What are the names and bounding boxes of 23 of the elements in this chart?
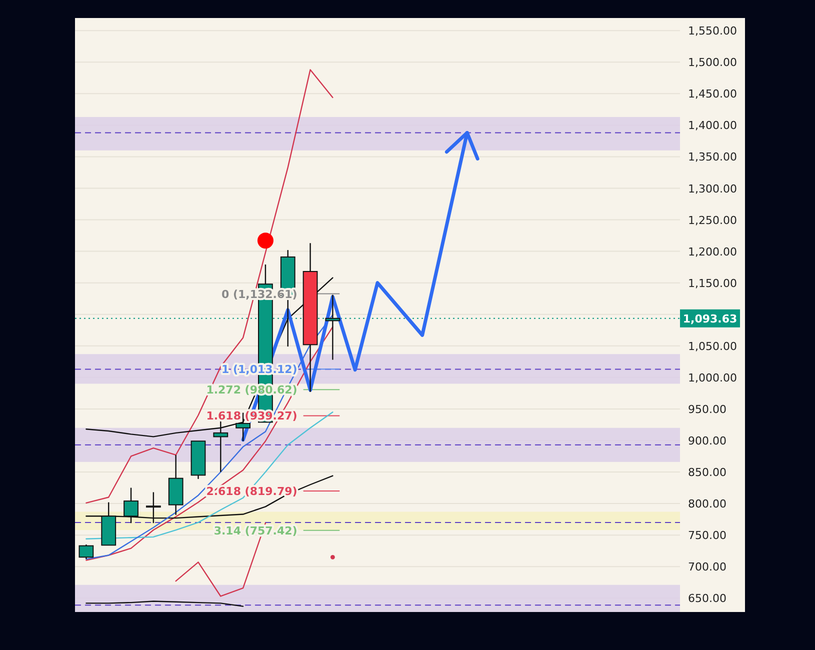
- y-tick-label: 650.00: [688, 592, 726, 606]
- candlestick: [78, 544, 94, 560]
- y-tick-label: 700.00: [688, 560, 726, 574]
- ref-line-label: 1,093.63: [682, 312, 738, 326]
- y-tick-label: 1,550.00: [688, 24, 737, 38]
- y-tick-label: 750.00: [688, 529, 726, 542]
- y-tick-label: 1,300.00: [688, 182, 737, 196]
- y-tick-label: 950.00: [688, 402, 726, 416]
- ref-line-label: 0 (1,132.61): [222, 288, 298, 301]
- y-tick-label: 1,200.00: [688, 245, 737, 258]
- y-tick-label: 1,050.00: [688, 340, 737, 353]
- y-tick-label: 1,150.00: [688, 276, 737, 290]
- y-tick-label: 900.00: [688, 434, 726, 448]
- y-tick-label: 1,500.00: [688, 56, 737, 70]
- y-tick-label: 1,450.00: [688, 88, 737, 101]
- y-tick-label: 800.00: [688, 498, 726, 511]
- line-series: [86, 412, 334, 540]
- y-tick-label: 850.00: [688, 466, 726, 480]
- y-tick-label: 1,000.00: [688, 371, 737, 384]
- y-tick-label: 1,350.00: [688, 150, 737, 164]
- y-tick-label: 1,400.00: [688, 119, 737, 132]
- line-series: [86, 69, 334, 504]
- y-tick-label: 1,250.00: [688, 214, 737, 227]
